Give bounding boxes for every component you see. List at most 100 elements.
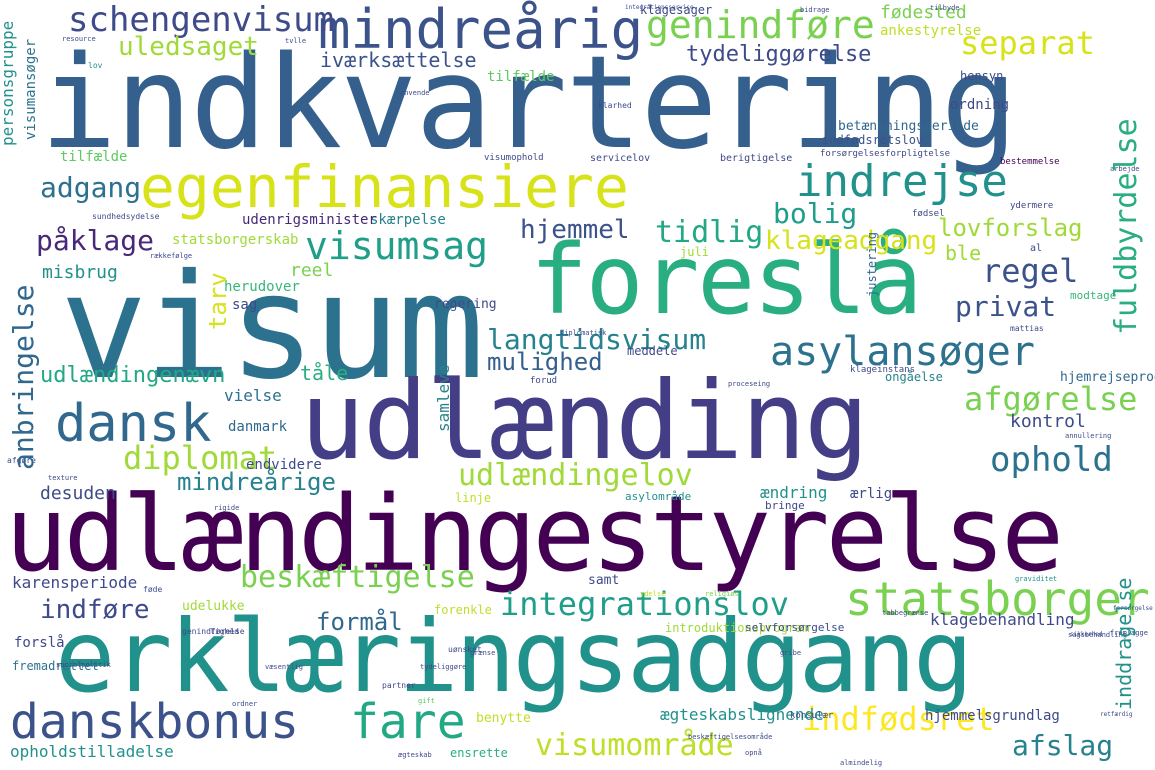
word-midlertidig: annullering	[1065, 432, 1112, 440]
word-bolig: bolig	[773, 197, 858, 230]
word-afgoerelse: afgørelse	[964, 380, 1138, 418]
word-integrationslov: integrationslov	[500, 585, 789, 623]
word-aerlig: endvidere	[246, 457, 322, 473]
word-forenkle: ændring	[760, 483, 828, 502]
word-bleve: anvende	[400, 89, 430, 97]
word-tvlle: ydelse	[640, 590, 666, 598]
word-ordner: gift	[418, 697, 435, 705]
word-tilfaelde: tilfælde	[60, 149, 128, 165]
word-proceseing: ægteskab	[398, 751, 432, 759]
word-danmark: regering	[434, 297, 497, 312]
word-aendring: danmark	[228, 419, 288, 435]
word-samt: desuden	[40, 483, 116, 504]
word-asylomraade: kontrol	[1010, 411, 1086, 432]
word-integrationsservice: almindelig	[840, 759, 883, 767]
word-graviditet: klageinstans	[850, 365, 916, 375]
word-ydelse: føde	[143, 585, 163, 594]
word-mindreaarige: mindreårige	[177, 468, 336, 496]
word-mattias: klarhed	[598, 101, 632, 110]
word-uledsaget: uledsaget	[118, 32, 259, 62]
word-indrejse: indrejse	[796, 156, 1008, 207]
word-personsgruppe-vertical: personsgruppe	[0, 20, 17, 146]
word-regering: hensyn	[960, 69, 1004, 83]
word-beskaeftigelse: beskæftigelse	[240, 560, 475, 595]
word-lov: forslå	[14, 635, 65, 651]
word-hjemmelsgrundlag: udelukke	[182, 599, 245, 614]
word-afslag: afslag	[1012, 729, 1114, 762]
word-klagebehandling: ærlig	[850, 486, 893, 502]
word-statsborgerskab: reel	[290, 260, 334, 281]
word-lighed: forsørgelsesforpligtelse	[820, 149, 951, 159]
word-kontrol: modtage	[1070, 289, 1117, 302]
word-tydeliggoerelse: tydeliggørelse	[686, 42, 872, 67]
word-forsoergelsesforpligtelse: opholdstilladelse	[10, 742, 174, 761]
word-desuden: vielse	[224, 386, 282, 405]
word-tarv-vertical: tarv	[204, 272, 232, 330]
word-juli: betænkningsperiode	[838, 119, 979, 134]
word-ble: hjemmel	[520, 215, 630, 245]
word-indfoedsret: indfødsret	[802, 700, 995, 738]
word-privat: privat	[955, 290, 1057, 323]
word-asylansoeger: asylansøger	[770, 329, 1035, 375]
word-selvforsoergelse: asylområde	[625, 490, 692, 503]
word-sag: ordning	[950, 97, 1010, 113]
word-ordning: fødested	[880, 2, 967, 23]
word-herudover: tilfælde	[487, 69, 555, 85]
word-mulighed: mulighed	[487, 348, 603, 376]
word-lovforslag: lovforslag	[938, 214, 1083, 242]
word-mindreaarig: mindreårig	[318, 0, 644, 61]
word-schengenvisum: schengenvisum	[68, 0, 335, 40]
word-foedested: udenrigsminister	[242, 212, 377, 228]
word-indkvartering: indkvartering	[40, 29, 1018, 178]
word-diplomat: diplomat	[123, 439, 278, 477]
word-al: klagesager	[640, 3, 713, 17]
word-statsborger: statsborger	[845, 572, 1150, 626]
word-gribe: genindførelse	[182, 627, 245, 636]
word-klagesager: selvforsørgelse	[745, 621, 845, 634]
word-skaerpelse: misbrug	[42, 262, 118, 283]
word-udlaending: udlænding	[300, 359, 869, 484]
word-bidrage: tvlle	[285, 37, 307, 45]
word-udlaendingelov: udlændingelov	[458, 458, 693, 493]
word-ophold: ophold	[990, 440, 1113, 480]
word-indfoere: indføre	[40, 595, 150, 625]
word-foedsel: visumophold	[484, 153, 544, 163]
word-paaklage: påklage	[36, 224, 155, 257]
word-tidlig: tidlig	[655, 215, 764, 250]
word-graense: forsørgelse	[1113, 605, 1153, 612]
word-aegtefaelle: tilbyde	[930, 4, 960, 12]
word-diplomatisk: opnå	[745, 749, 762, 757]
word-forslaa: bringe	[765, 499, 805, 512]
word-meddele: herudover	[224, 279, 300, 295]
word-raekkefoelge: gribe	[780, 649, 802, 657]
word-opgave: sikkerhed	[1070, 631, 1103, 638]
word-anvende: socialpolitik	[56, 661, 111, 669]
word-sagsbehandling: texture	[48, 474, 78, 482]
word-servicelov: benytte	[476, 711, 531, 726]
word-ensrette: introduktionsprogram	[665, 621, 810, 635]
word-uoensket: al	[1030, 243, 1043, 254]
word-afgoere: ordner	[232, 700, 258, 708]
word-visumsag: visumsag	[305, 224, 489, 268]
word-udenrigsminister: statsborgerskab	[172, 232, 299, 248]
word-udlaendingestyrelse: udlændingestyrelse	[5, 473, 1064, 595]
word-fuldbyrdelse-vertical: fuldbyrdelse	[1109, 118, 1144, 335]
word-rigide: tydeliggøre	[420, 663, 467, 671]
word-modtage: indfødsretslov	[822, 133, 924, 147]
word-forsoergelse: integrationsservice	[625, 4, 694, 11]
word-annullering: afgøre	[7, 456, 36, 465]
word-beslutte: retfærdig	[1100, 711, 1133, 718]
word-inddragelse-vertical: inddragelse	[1112, 577, 1136, 710]
word-texture: beskæftigelsesområde	[688, 733, 773, 741]
word-justering-vertical: justering	[865, 231, 879, 297]
word-gift: fødsel	[912, 209, 945, 219]
word-karensperiode: ongåelse	[885, 370, 943, 384]
word-almindelig: uønsket	[448, 645, 482, 654]
word-fare: fare	[350, 694, 466, 750]
word-fremadrettet: karensperiode	[12, 573, 138, 592]
word-formaal: formål	[316, 608, 403, 636]
word-visumophold: hjemmelsgrundlag	[925, 708, 1060, 724]
word-konsulaer: mattias	[1010, 324, 1044, 333]
word-vielse: sag	[232, 297, 258, 313]
